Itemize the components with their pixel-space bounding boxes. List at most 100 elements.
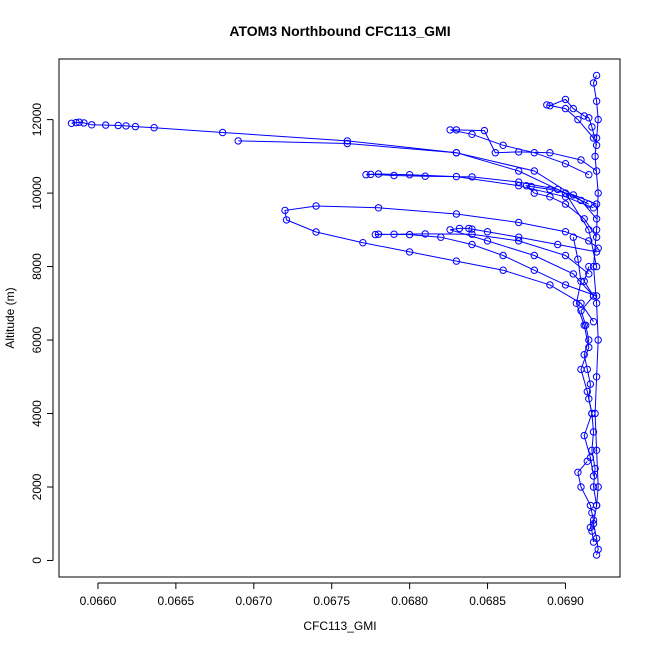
data-point <box>114 121 122 130</box>
data-point <box>455 224 464 233</box>
series-line <box>577 460 595 543</box>
profile-series <box>362 170 598 212</box>
x-tick-label: 0.0660 <box>80 594 117 608</box>
series-line <box>71 121 598 267</box>
x-axis-label: CFC113_GMI <box>303 619 376 633</box>
data-point <box>515 178 523 186</box>
data-point <box>452 210 461 218</box>
data-point <box>468 240 476 249</box>
profile-series <box>543 95 601 150</box>
data-point <box>343 139 351 148</box>
data-point <box>580 215 588 223</box>
data-point <box>589 79 598 87</box>
y-tick-label: 12000 <box>30 103 44 137</box>
data-point <box>218 128 227 137</box>
data-point <box>592 97 601 105</box>
data-point <box>312 202 320 210</box>
data-point <box>483 237 492 245</box>
data-point <box>515 233 523 241</box>
data-point <box>561 281 570 289</box>
axes: 0.0660 0.0665 0.0670 0.0675 0.0680 0.0685 0.06… <box>30 103 584 608</box>
data-point <box>561 160 570 168</box>
data-point <box>546 102 554 110</box>
data-point <box>405 171 414 179</box>
data-point <box>437 233 445 241</box>
profile-series <box>574 457 598 546</box>
data-point <box>585 114 593 122</box>
data-point <box>577 277 585 285</box>
data-point <box>577 299 585 307</box>
data-point <box>367 170 375 179</box>
x-tick-label: 0.0685 <box>469 594 506 608</box>
data-point <box>585 270 593 278</box>
data-point <box>589 538 598 546</box>
data-point <box>580 112 588 120</box>
data-point <box>374 230 383 238</box>
data-point <box>594 483 602 491</box>
y-tick-label: 0 <box>30 557 44 564</box>
data-point <box>588 509 596 517</box>
data-point <box>592 226 601 234</box>
data-point <box>343 137 351 145</box>
data-point <box>483 228 492 236</box>
series-line <box>284 205 599 322</box>
data-point <box>592 373 601 381</box>
y-tick-label: 2000 <box>30 473 44 500</box>
data-point <box>569 233 577 241</box>
y-tick-label: 8000 <box>30 253 44 280</box>
data-point <box>592 551 601 559</box>
data-point <box>543 101 551 109</box>
data-point <box>468 130 476 139</box>
data-point <box>589 472 598 480</box>
data-point <box>574 468 582 476</box>
data-point <box>583 457 591 465</box>
data-point <box>371 230 379 239</box>
data-point <box>446 126 454 134</box>
data-point <box>80 119 88 127</box>
data-point <box>530 266 538 274</box>
x-tick-label: 0.0680 <box>391 594 428 608</box>
plot-area <box>58 58 621 578</box>
data-point <box>589 292 598 300</box>
y-tick-label: 4000 <box>30 400 44 427</box>
data-point <box>561 193 570 201</box>
data-point <box>572 299 581 307</box>
data-point <box>530 189 538 197</box>
data-point <box>592 299 601 307</box>
data-point <box>452 149 461 157</box>
data-point <box>569 191 577 199</box>
data-point <box>421 172 429 180</box>
series-line <box>365 173 594 209</box>
data-point <box>499 141 507 150</box>
data-point <box>390 230 398 238</box>
data-point <box>281 206 289 215</box>
data-point <box>522 182 531 190</box>
data-point <box>585 171 593 179</box>
data-point <box>554 185 562 194</box>
y-tick-label: 6000 <box>30 326 44 353</box>
series-line <box>572 237 594 477</box>
series-line <box>449 227 597 297</box>
data-point <box>362 171 370 179</box>
y-axis-label: Altitude (m) <box>3 287 17 348</box>
data-point <box>585 343 593 352</box>
data-point <box>515 182 523 190</box>
data-point <box>592 248 601 256</box>
data-point <box>405 248 414 256</box>
data-point <box>585 262 593 271</box>
data-point <box>577 307 585 315</box>
x-tick-label: 0.0690 <box>547 594 584 608</box>
data-point <box>561 95 570 104</box>
x-tick-label: 0.0665 <box>158 594 195 608</box>
data-point <box>491 149 499 157</box>
data-point <box>374 170 383 178</box>
data-point <box>561 104 570 113</box>
profile-series <box>281 202 602 326</box>
data-point <box>586 523 595 532</box>
data-point <box>594 189 602 197</box>
data-point <box>589 483 598 491</box>
data-point <box>446 226 454 234</box>
data-point <box>234 137 242 145</box>
data-point <box>67 119 76 128</box>
